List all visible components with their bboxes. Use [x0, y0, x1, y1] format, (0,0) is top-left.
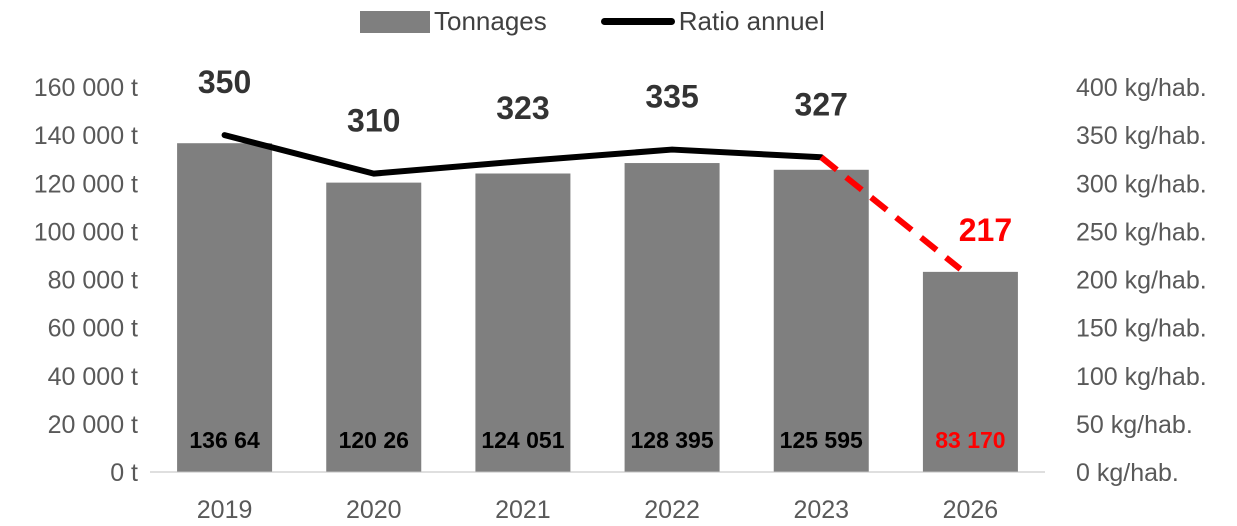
- legend-bar-swatch: [360, 10, 430, 33]
- ratio-value-label: 350: [198, 64, 251, 100]
- left-axis-tick-label: 20 000 t: [48, 411, 138, 439]
- legend-line-label: Ratio annuel: [678, 6, 825, 36]
- x-axis-tick-label: 2023: [793, 496, 849, 524]
- bar-value-label: 128 395: [631, 427, 714, 453]
- left-axis-tick-label: 100 000 t: [34, 218, 138, 246]
- bar-value-label: 125 595: [780, 427, 863, 453]
- ratio-line: [221, 132, 825, 177]
- ratio-value-label: 335: [645, 79, 698, 115]
- right-axis-tick-label: 400 kg/hab.: [1076, 74, 1207, 102]
- legend-line-swatch: [600, 18, 675, 25]
- bar-value-label: 120 26: [339, 427, 409, 453]
- left-axis-tick-label: 140 000 t: [34, 122, 138, 150]
- ratio-value-label: 310: [347, 103, 400, 139]
- x-axis-tick-label: 2021: [495, 496, 551, 524]
- right-axis-tick-label: 0 kg/hab.: [1076, 459, 1179, 487]
- bar-2023: [773, 169, 869, 472]
- bar-value-label: 124 051: [481, 427, 564, 453]
- bar-2022: [624, 163, 720, 472]
- legend-bar-label: Tonnages: [434, 6, 547, 36]
- bar-2020: [326, 182, 422, 472]
- right-axis-tick-label: 200 kg/hab.: [1076, 267, 1207, 295]
- bar-2021: [475, 173, 571, 472]
- right-axis-tick-label: 250 kg/hab.: [1076, 218, 1207, 246]
- x-axis-tick-label: 2019: [197, 496, 253, 524]
- ratio-value-label: 217: [959, 212, 1012, 248]
- bar-value-label: 136 64: [189, 427, 260, 453]
- left-axis-tick-label: 120 000 t: [34, 170, 138, 198]
- x-axis-tick-label: 2026: [943, 496, 999, 524]
- x-axis-tick-label: 2020: [346, 496, 402, 524]
- left-axis-tick-label: 40 000 t: [48, 363, 138, 391]
- legend: Tonnages Ratio annuel: [360, 6, 825, 37]
- right-axis-tick-label: 350 kg/hab.: [1076, 122, 1207, 150]
- x-axis-tick-label: 2022: [644, 496, 700, 524]
- right-axis-tick-label: 300 kg/hab.: [1076, 170, 1207, 198]
- left-axis-tick-label: 80 000 t: [48, 267, 138, 295]
- left-axis-tick-label: 0 t: [110, 459, 138, 487]
- bar-2019: [177, 143, 273, 472]
- left-axis-tick-label: 160 000 t: [34, 74, 138, 102]
- right-axis-tick-label: 150 kg/hab.: [1076, 315, 1207, 343]
- ratio-value-label: 327: [795, 86, 848, 122]
- right-axis-tick-label: 100 kg/hab.: [1076, 363, 1207, 391]
- ratio-value-label: 323: [496, 90, 549, 126]
- bar-value-label: 83 170: [935, 427, 1005, 453]
- right-axis-tick-label: 50 kg/hab.: [1076, 411, 1193, 439]
- left-axis-tick-label: 60 000 t: [48, 315, 138, 343]
- bar-2026: [922, 271, 1018, 472]
